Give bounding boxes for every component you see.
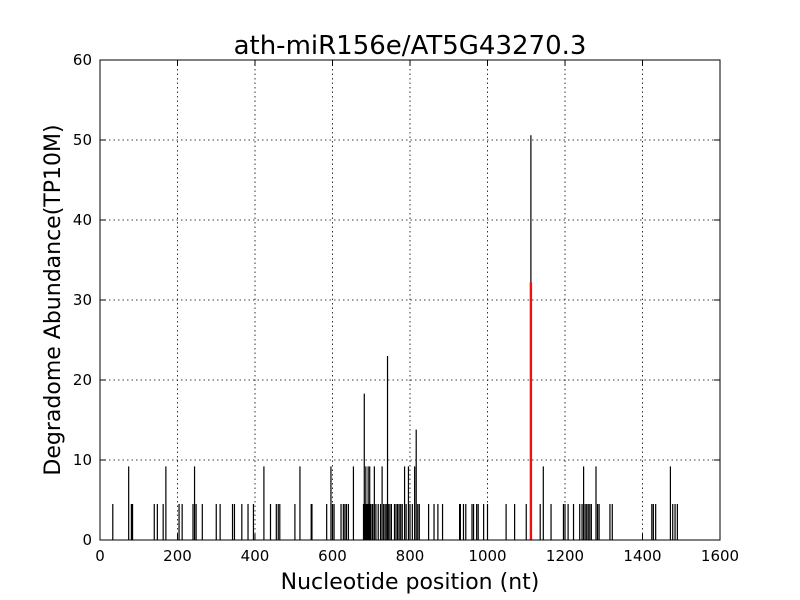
- x-tick-label: 1200: [546, 547, 584, 565]
- x-axis-label: Nucleotide position (nt): [281, 570, 540, 595]
- x-tick-label: 1600: [701, 547, 739, 565]
- x-tick-label: 800: [396, 547, 425, 565]
- grid-lines: [99, 59, 721, 541]
- y-tick-label: 60: [73, 51, 92, 69]
- x-tick-label: 600: [318, 547, 347, 565]
- x-tick-label: 200: [163, 547, 192, 565]
- plot-bars: [112, 135, 678, 540]
- y-tick-label: 40: [73, 211, 92, 229]
- y-tick-label: 10: [73, 451, 92, 469]
- x-tick-label: 1400: [623, 547, 661, 565]
- y-tick-label: 50: [73, 131, 92, 149]
- y-tick-label: 0: [82, 531, 92, 549]
- x-tick-label: 400: [241, 547, 270, 565]
- y-tick-label: 20: [73, 371, 92, 389]
- x-tick-label: 0: [95, 547, 105, 565]
- y-tick-label: 30: [73, 291, 92, 309]
- x-tick-label: 1000: [468, 547, 506, 565]
- y-axis-label: Degradome Abundance(TP10M): [41, 124, 66, 475]
- chart-title: ath-miR156e/AT5G43270.3: [234, 31, 587, 61]
- axis-ticks: 0 200 400 600 800 1000 1200 1400 1600 0 10 20 30 40 50…: [73, 51, 739, 565]
